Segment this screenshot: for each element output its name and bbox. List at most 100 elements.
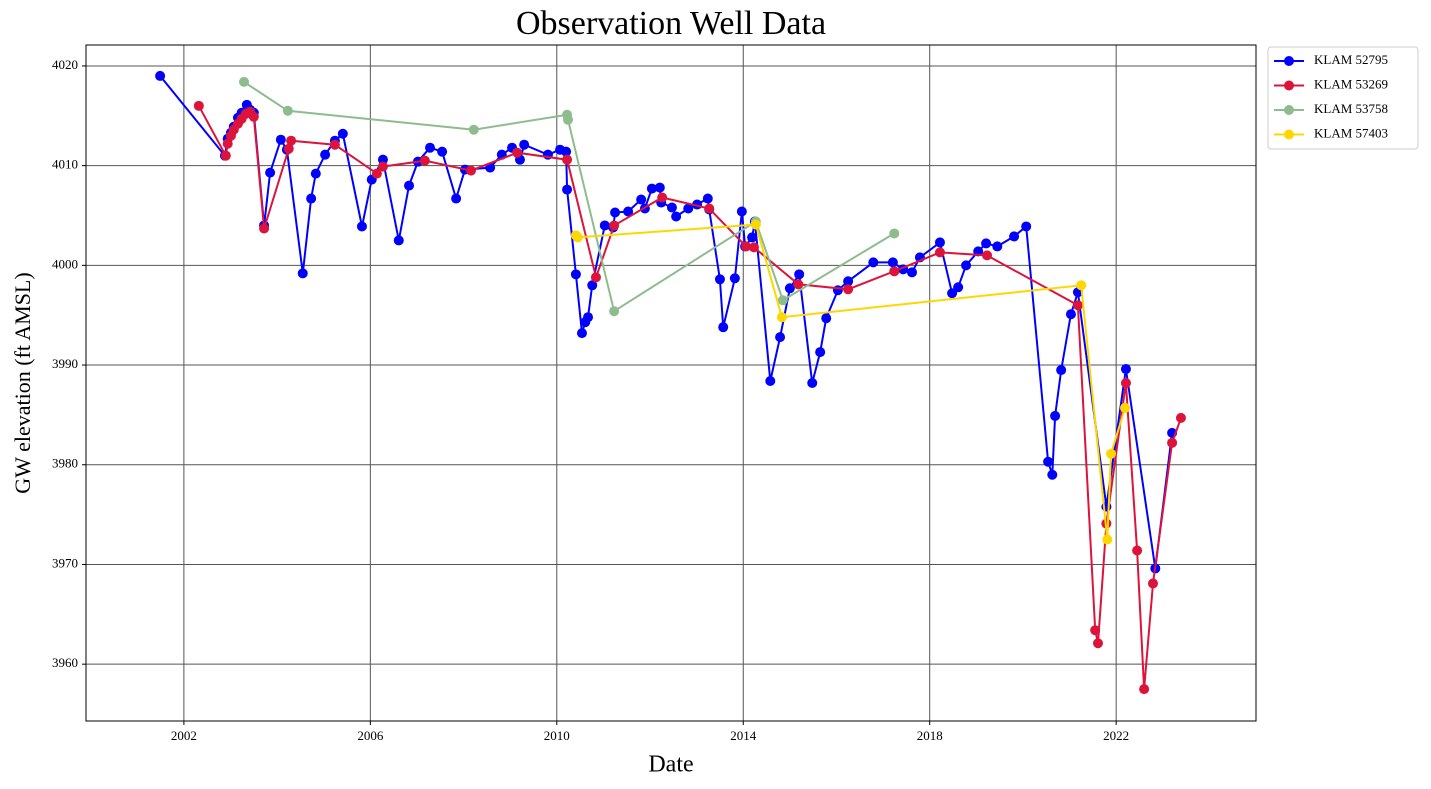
- data-point: [590, 272, 601, 283]
- data-point: [583, 312, 594, 323]
- data-point: [1043, 456, 1054, 467]
- data-point: [265, 167, 276, 178]
- data-point: [1076, 280, 1087, 291]
- series-line: [197, 105, 1182, 690]
- data-point: [220, 150, 231, 161]
- series-line: [575, 223, 1126, 540]
- data-point: [1120, 402, 1131, 413]
- y-tick-label: 3960: [52, 655, 78, 670]
- data-point: [561, 146, 572, 157]
- data-point: [961, 260, 972, 271]
- data-point: [437, 146, 448, 157]
- y-axis-label: GW elevation (ft AMSL): [10, 272, 35, 493]
- data-point: [887, 257, 898, 268]
- data-point: [777, 295, 788, 306]
- data-point: [599, 220, 610, 231]
- data-point: [562, 114, 573, 125]
- data-point: [377, 161, 388, 172]
- data-point: [297, 268, 308, 279]
- x-tick-label: 2006: [357, 728, 384, 743]
- x-tick-label: 2022: [1103, 728, 1129, 743]
- plot-frame: [85, 44, 1257, 722]
- data-point: [1102, 534, 1113, 545]
- data-point: [1009, 231, 1020, 242]
- data-point: [1132, 545, 1143, 556]
- data-point: [906, 267, 917, 278]
- data-point: [704, 203, 715, 214]
- legend-box: [1267, 46, 1419, 150]
- data-point: [793, 279, 804, 290]
- data-point: [1021, 221, 1032, 232]
- data-point: [468, 124, 479, 135]
- data-point: [1092, 638, 1103, 649]
- data-point: [776, 312, 787, 323]
- x-axis-label: Date: [648, 752, 693, 778]
- data-point: [714, 274, 725, 285]
- data-point: [702, 193, 713, 204]
- x-tick-label: 2018: [917, 728, 943, 743]
- data-point: [572, 232, 583, 243]
- data-point: [1072, 300, 1083, 311]
- data-point: [815, 347, 826, 358]
- data-point: [576, 328, 587, 339]
- legend-label: KLAM 53758: [1314, 101, 1388, 116]
- data-point: [992, 241, 1003, 252]
- data-point: [981, 238, 992, 249]
- data-point: [519, 139, 530, 150]
- data-point: [1139, 684, 1150, 695]
- data-point: [1106, 448, 1117, 459]
- y-tick-label: 3980: [52, 456, 78, 471]
- y-tick-label: 3970: [52, 555, 78, 570]
- series-line: [159, 75, 1174, 569]
- x-tick-label: 2002: [171, 728, 197, 743]
- data-point: [843, 276, 854, 287]
- data-point: [736, 206, 747, 217]
- data-point: [356, 221, 367, 232]
- data-point: [282, 105, 293, 116]
- legend-marker: [1284, 129, 1294, 140]
- data-point: [609, 306, 620, 317]
- data-point: [466, 165, 477, 176]
- data-point: [222, 138, 233, 149]
- chart-title: Observation Well Data: [516, 5, 826, 42]
- legend: KLAM 52795 KLAM 53269 KLAM 53758 KLAM 57403: [1267, 46, 1419, 150]
- data-point: [1120, 378, 1131, 388]
- data-point: [275, 134, 286, 145]
- data-point: [155, 70, 166, 81]
- legend-marker: [1284, 56, 1294, 66]
- data-point: [747, 232, 758, 243]
- data-point: [562, 154, 573, 165]
- data-point: [609, 220, 620, 231]
- data-point: [889, 266, 900, 277]
- data-point: [832, 285, 843, 296]
- data-point: [666, 202, 677, 213]
- data-point: [1047, 469, 1058, 480]
- data-point: [1050, 410, 1061, 421]
- data-point: [741, 241, 752, 252]
- data-point: [807, 378, 818, 388]
- data-point: [239, 76, 250, 87]
- data-point: [636, 194, 647, 205]
- data-point: [1167, 437, 1178, 448]
- data-point: [1147, 578, 1158, 589]
- data-point: [248, 111, 259, 122]
- data-point: [646, 183, 657, 194]
- data-point: [306, 193, 317, 204]
- data-point: [794, 269, 805, 280]
- data-point: [329, 139, 340, 150]
- data-point: [193, 100, 204, 111]
- legend-label: KLAM 53269: [1314, 76, 1388, 91]
- data-point: [1175, 412, 1186, 423]
- data-point: [286, 135, 297, 146]
- data-point: [1065, 309, 1076, 320]
- data-point: [623, 206, 634, 217]
- legend-label: KLAM 57403: [1314, 125, 1388, 140]
- data-point: [1056, 365, 1067, 376]
- legend-marker: [1284, 105, 1294, 115]
- data-point: [982, 250, 993, 261]
- data-point: [320, 149, 331, 160]
- data-point: [570, 269, 581, 280]
- data-point: [654, 182, 665, 193]
- data-point: [784, 283, 795, 294]
